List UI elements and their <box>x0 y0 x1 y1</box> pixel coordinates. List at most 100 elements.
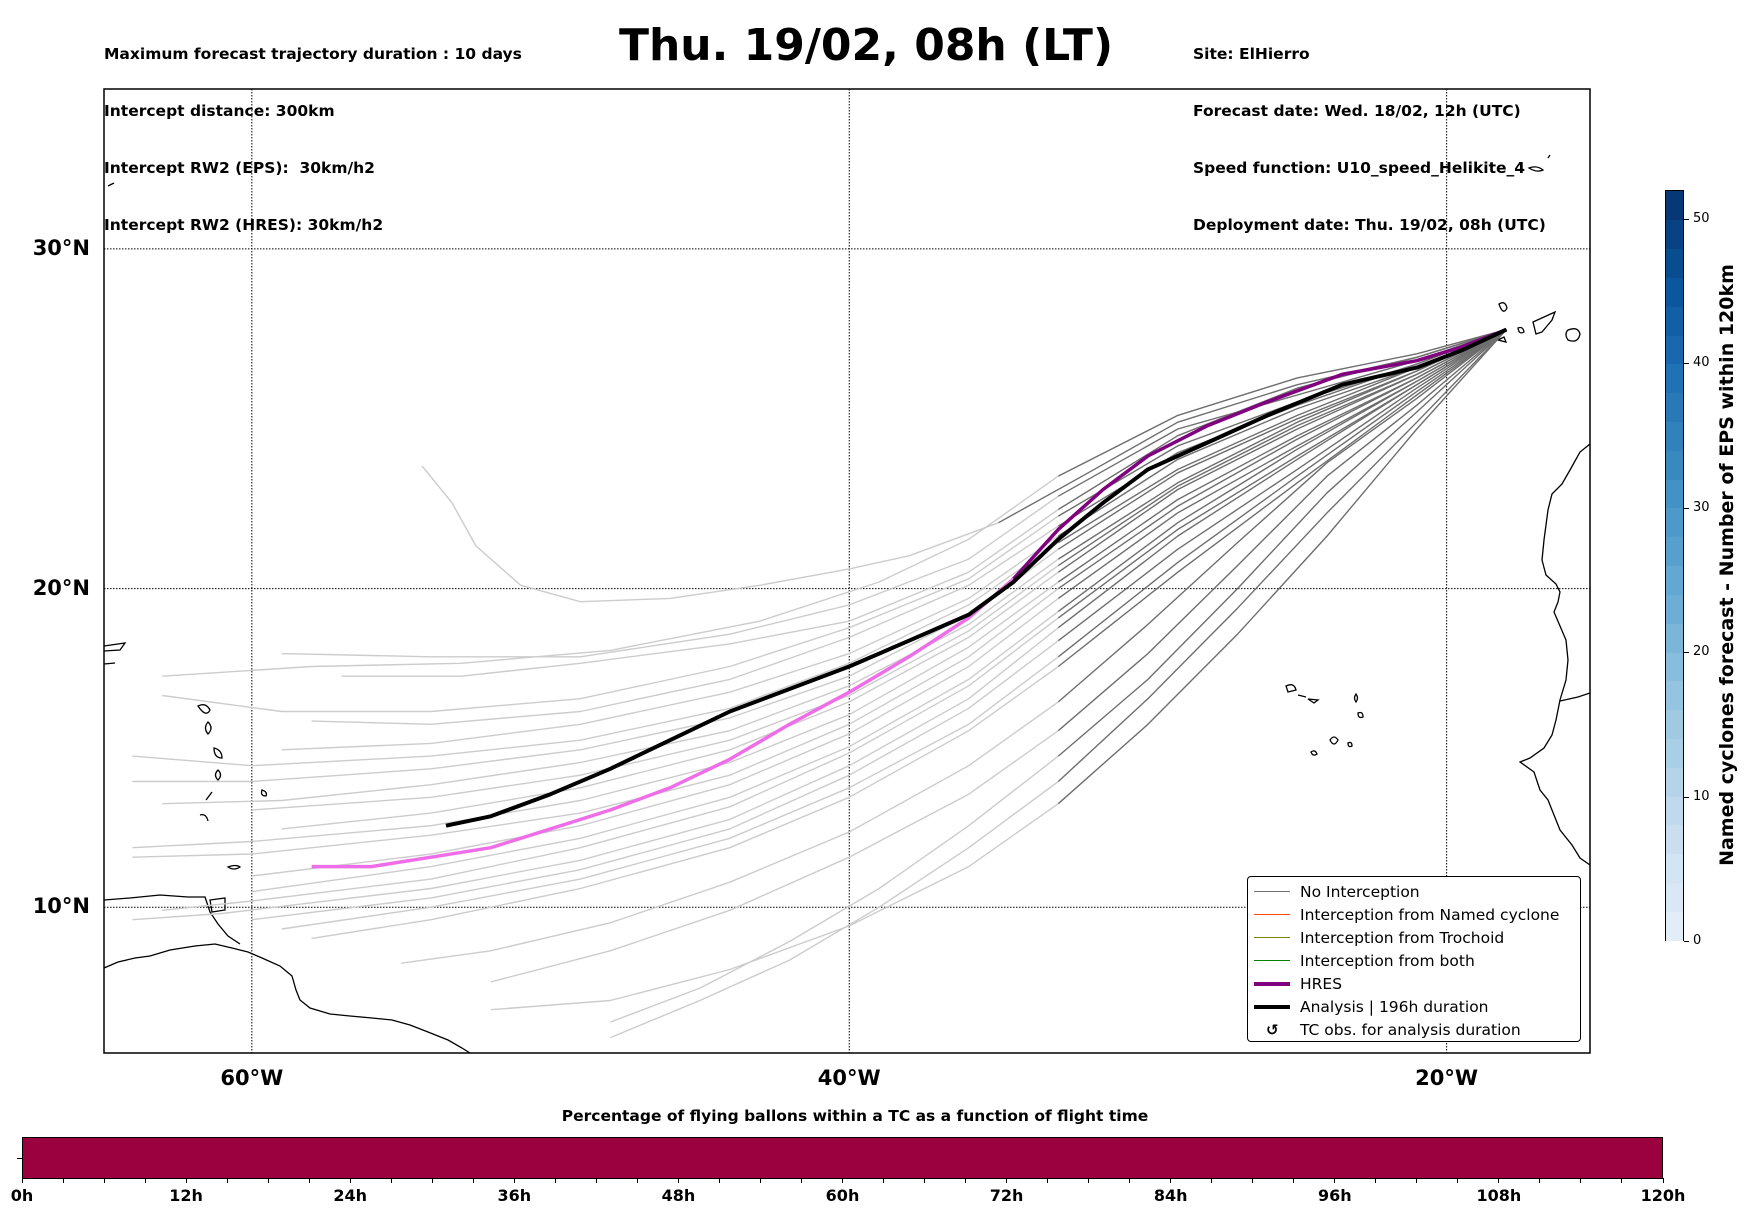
ensemble-track-far <box>421 465 999 603</box>
island-madeira <box>1527 154 1551 172</box>
coast-africa-senegal <box>1559 692 1590 702</box>
colorbar-segment <box>1666 623 1683 653</box>
trajectories <box>132 327 1508 1039</box>
island-capeverde-sal <box>1353 692 1359 704</box>
island-capeverde-saovicente <box>1297 694 1307 698</box>
colorbar-title: Named cyclones forecast - Number of EPS … <box>1716 264 1738 866</box>
percentage-bar-tick <box>431 1178 433 1183</box>
percentage-bar-tick <box>390 1178 392 1183</box>
ensemble-track-far <box>132 627 1059 921</box>
colorbar-tick <box>1684 941 1689 942</box>
percentage-bar-tick <box>513 1178 515 1183</box>
ensemble-track-near <box>1057 329 1507 732</box>
header-line-rw2-hres: Intercept RW2 (HRES): 30km/h2 <box>104 216 384 234</box>
island-capeverde-santoantao <box>1285 684 1297 693</box>
ensemble-track-far <box>281 571 1059 830</box>
ensemble-track-far <box>610 780 1059 1039</box>
legend-line-swatch <box>1254 982 1290 986</box>
ensemble-track-far <box>251 640 1059 921</box>
colorbar-segment <box>1666 450 1683 480</box>
percentage-bar-tick-label: 36h <box>497 1186 532 1205</box>
island-guadeloupe <box>197 704 211 714</box>
hres-track-near <box>1012 327 1508 580</box>
ensemble-track-far <box>490 803 1059 1011</box>
percentage-bar-tick <box>308 1178 310 1183</box>
percentage-bar-tick-label: 72h <box>989 1186 1024 1205</box>
legend-item: Interception from both <box>1248 950 1580 972</box>
lat-tick-label: 10°N <box>32 894 90 919</box>
colorbar-tick-label: 40 <box>1693 355 1710 371</box>
colorbar-tick-label: 30 <box>1693 499 1710 515</box>
percentage-bar-tick <box>144 1178 146 1183</box>
header-line-intercept-distance: Intercept distance: 300km <box>104 102 335 120</box>
ensemble-track-near <box>1057 329 1507 757</box>
legend-item: ↺ TC obs. for analysis duration <box>1248 1019 1580 1041</box>
map-frame <box>103 88 1591 1054</box>
colorbar-segment <box>1666 853 1683 883</box>
ensemble-track-far <box>132 542 1059 767</box>
legend-item: Analysis | 196h duration <box>1248 996 1580 1018</box>
colorbar-segment <box>1666 421 1683 451</box>
main-title: Thu. 19/02, 08h (LT) <box>618 20 1114 71</box>
colorbar-tick-label: 10 <box>1693 788 1710 804</box>
lat-tick-label: 20°N <box>32 575 90 600</box>
ensemble-track-far <box>311 525 1059 725</box>
legend-label: No Interception <box>1300 883 1420 901</box>
header-site-info: Site: ElHierro Forecast date: Wed. 18/02… <box>1193 7 1546 254</box>
legend-item: HRES <box>1248 973 1580 995</box>
legend-line-swatch <box>1254 914 1290 916</box>
ensemble-track-near <box>1057 328 1507 573</box>
ensemble-track-near <box>1057 328 1507 477</box>
percentage-bar-tick-label: 48h <box>661 1186 696 1205</box>
percentage-bar-tick <box>1006 1178 1008 1183</box>
percentage-bar-tick <box>1211 1178 1213 1183</box>
legend-line-swatch <box>1254 937 1290 939</box>
percentage-bar-tick <box>267 1178 269 1183</box>
colorbar-segment <box>1666 536 1683 567</box>
percentage-bar <box>22 1137 1663 1179</box>
percentage-bar-tick <box>842 1178 843 1183</box>
ensemble-track-near <box>1057 329 1507 783</box>
percentage-bar-segment <box>23 1138 1662 1178</box>
percentage-bar-tick <box>636 1178 638 1183</box>
colorbar-segment <box>1666 219 1683 250</box>
percentage-bar-tick <box>1170 1178 1172 1183</box>
ensemble-track-near <box>1057 328 1507 511</box>
percentage-bar-tick <box>349 1178 351 1183</box>
percentage-bar-tick <box>1662 1178 1664 1183</box>
colorbar-tick <box>1684 796 1689 798</box>
colorbar-segment <box>1666 306 1683 336</box>
legend-label: Analysis | 196h duration <box>1300 998 1489 1016</box>
percentage-bar-ytick <box>17 1158 22 1159</box>
island-dominica <box>204 721 212 735</box>
colorbar-tick <box>1684 218 1689 220</box>
legend-line-swatch <box>1254 1005 1290 1009</box>
percentage-bar-tick <box>595 1178 597 1183</box>
ensemble-track-near <box>1057 328 1507 583</box>
header-line-rw2-eps: Intercept RW2 (EPS): 30km/h2 <box>104 159 375 177</box>
percentage-bar-tick <box>1498 1178 1500 1183</box>
colorbar-tick <box>1684 507 1689 509</box>
colorbar-segment <box>1666 507 1683 538</box>
percentage-bar-tick <box>1334 1178 1336 1183</box>
lon-tick-label: 40°W <box>817 1066 881 1090</box>
legend-line-swatch <box>1254 960 1290 962</box>
island-virgin <box>104 662 116 665</box>
header-line-speed-function: Speed function: U10_speed_Helikite_4 <box>1193 159 1526 177</box>
ensemble-track-far <box>311 665 1059 940</box>
ensemble-track-far <box>281 535 1059 751</box>
percentage-bar-tick <box>1293 1178 1295 1183</box>
ensemble-track-near <box>1057 328 1507 599</box>
ensemble-track-near <box>1057 329 1507 703</box>
percentage-bar-tick-label: 12h <box>169 1186 203 1205</box>
percentage-bar-title: Percentage of flying ballons within a TC… <box>561 1107 1149 1125</box>
percentage-bar-tick <box>185 1178 187 1183</box>
percentage-bar-tick <box>965 1178 967 1183</box>
ensemble-track-near <box>1057 329 1507 642</box>
island-martinique <box>213 747 223 759</box>
ensemble-track-far <box>610 755 1059 1023</box>
legend-item: No Interception <box>1248 881 1580 903</box>
percentage-bar-tick-label: 96h <box>1317 1186 1352 1205</box>
percentage-bar-tick <box>677 1178 679 1183</box>
header-line-duration: Maximum forecast trajectory duration : 1… <box>104 45 522 63</box>
